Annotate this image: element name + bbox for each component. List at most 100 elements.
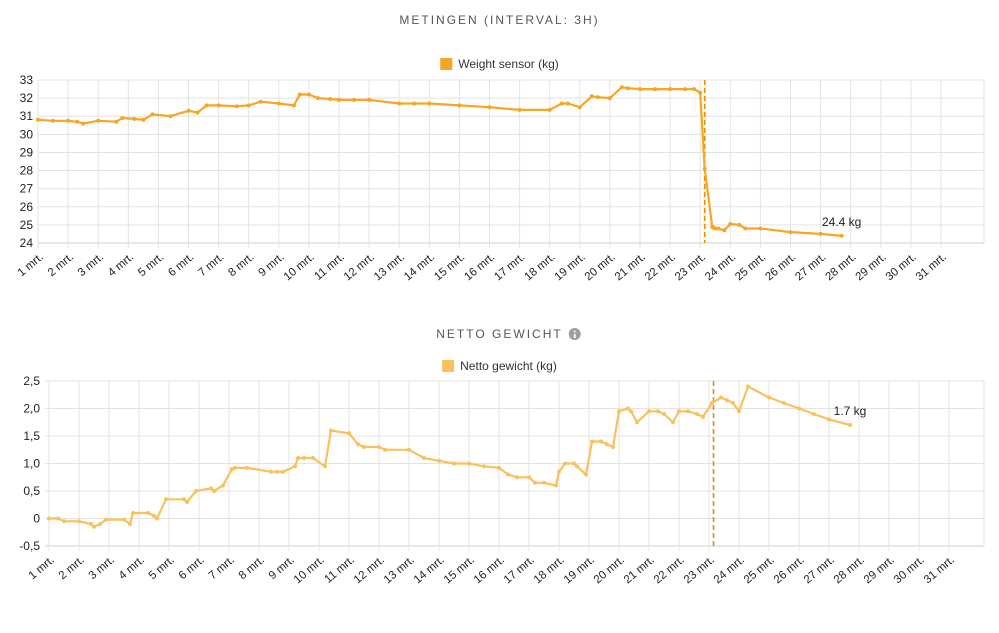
chart-2-data-point[interactable] (56, 516, 60, 521)
chart-2-data-point[interactable] (584, 472, 588, 477)
chart-2-data-point[interactable] (635, 420, 639, 425)
chart-1-data-point[interactable] (168, 114, 173, 119)
chart-1-data-point[interactable] (743, 226, 748, 231)
chart-1-data-point[interactable] (818, 231, 823, 236)
chart-1-data-point[interactable] (328, 97, 332, 101)
chart-1-data-point[interactable] (713, 226, 718, 231)
chart-2-data-point[interactable] (152, 513, 156, 518)
chart-2-data-point[interactable] (122, 517, 126, 522)
chart-2-data-point[interactable] (812, 412, 816, 416)
chart-2-data-point[interactable] (62, 519, 66, 524)
chart-2-data-point[interactable] (527, 475, 531, 480)
chart-1-data-point[interactable] (559, 101, 564, 106)
chart-2-data-point[interactable] (164, 497, 168, 502)
chart-2-data-point[interactable] (563, 461, 567, 466)
chart-1-data-point[interactable] (758, 226, 763, 231)
chart-2-data-point[interactable] (323, 464, 327, 469)
chart-1-data-point[interactable] (565, 101, 570, 106)
chart-2-data-point[interactable] (542, 480, 546, 485)
chart-1-data-point[interactable] (51, 118, 55, 123)
chart-1-data-point[interactable] (589, 94, 594, 99)
chart-2-data-point[interactable] (233, 465, 237, 470)
chart-2-data-point[interactable] (407, 447, 411, 452)
chart-1-data-point[interactable] (839, 233, 844, 238)
chart-1-data-point[interactable] (412, 101, 417, 106)
chart-2-data-point[interactable] (767, 395, 771, 400)
chart-1-data-point[interactable] (120, 116, 125, 120)
chart-2-data-point[interactable] (599, 439, 603, 444)
chart-2-data-point[interactable] (128, 522, 132, 526)
chart-1-data-point[interactable] (607, 96, 612, 101)
chart-2-data-point[interactable] (209, 486, 213, 491)
chart-1-legend[interactable]: Weight sensor (kg) (440, 57, 559, 71)
chart-1-data-point[interactable] (204, 103, 209, 108)
chart-2-data-point[interactable] (590, 439, 594, 444)
chart-2-data-point[interactable] (605, 442, 609, 447)
chart-2-data-point[interactable] (422, 456, 426, 460)
chart-2-legend[interactable]: Netto gewicht (kg) (442, 359, 557, 373)
chart-1-data-point[interactable] (297, 92, 302, 97)
chart-2-data-point[interactable] (629, 409, 633, 414)
chart-2-data-point[interactable] (827, 417, 831, 422)
chart-1-data-point[interactable] (216, 103, 221, 108)
chart-2-data-point[interactable] (662, 412, 666, 416)
chart-1-data-point[interactable] (577, 105, 582, 110)
chart-2-data-point[interactable] (725, 398, 729, 403)
chart-1-data-point[interactable] (517, 107, 522, 112)
chart-1-data-point[interactable] (367, 97, 372, 102)
chart-2-data-point[interactable] (302, 456, 306, 460)
chart-1-data-point[interactable] (66, 118, 71, 123)
chart-2-data-point[interactable] (626, 406, 630, 411)
chart-2-data-point[interactable] (482, 464, 486, 469)
chart-1-data-point[interactable] (487, 105, 492, 110)
chart-1-data-point[interactable] (291, 103, 296, 108)
chart-1-data-point[interactable] (186, 108, 191, 113)
chart-1-data-point[interactable] (96, 118, 101, 123)
chart-2-data-point[interactable] (245, 465, 249, 470)
chart-1-data-point[interactable] (728, 222, 733, 226)
chart-2-data-point[interactable] (467, 461, 471, 466)
chart-2-data-point[interactable] (497, 465, 501, 470)
chart-1-data-point[interactable] (638, 87, 642, 92)
chart-2-data-point[interactable] (671, 420, 675, 425)
chart-2-data-point[interactable] (155, 516, 159, 521)
chart-1-data-point[interactable] (81, 121, 86, 126)
chart-2-data-point[interactable] (782, 401, 786, 405)
chart-2-data-point[interactable] (221, 483, 225, 488)
chart-1-data-point[interactable] (737, 222, 742, 227)
chart-1-data-point[interactable] (258, 99, 263, 104)
chart-1-data-point[interactable] (352, 97, 357, 102)
chart-1-data-point[interactable] (337, 97, 341, 102)
chart-2-data-point[interactable] (701, 414, 705, 419)
chart-1-data-point[interactable] (75, 119, 80, 124)
chart-2-data-point[interactable] (452, 461, 456, 466)
chart-2-data-point[interactable] (686, 409, 690, 414)
chart-1-data-point[interactable] (653, 87, 658, 92)
chart-2-data-point[interactable] (362, 445, 366, 449)
chart-2-data-point[interactable] (647, 409, 651, 414)
chart-2-data-point[interactable] (557, 469, 561, 474)
chart-1-data-point[interactable] (626, 86, 630, 91)
chart-1-data-point[interactable] (698, 90, 703, 95)
chart-2-data-point[interactable] (611, 445, 615, 449)
chart-2-data-point[interactable] (572, 461, 576, 466)
chart-2-data-point[interactable] (515, 475, 519, 480)
chart-1-data-point[interactable] (306, 92, 311, 97)
chart-2-data-point[interactable] (719, 395, 723, 400)
chart-1-data-point[interactable] (595, 95, 600, 100)
chart-2-data-point[interactable] (554, 483, 558, 488)
chart-2-data-point[interactable] (146, 511, 150, 515)
chart-2-data-point[interactable] (185, 500, 189, 504)
chart-2-data-point[interactable] (383, 447, 387, 452)
chart-1-data-point[interactable] (195, 110, 200, 115)
chart-1-data-point[interactable] (397, 101, 402, 106)
chart-1-data-point[interactable] (457, 103, 462, 108)
chart-2-data-point[interactable] (89, 522, 93, 526)
chart-1-data-point[interactable] (716, 226, 721, 231)
chart-2-data-point[interactable] (731, 401, 735, 405)
chart-2-data-point[interactable] (575, 464, 579, 469)
chart-2-data-point[interactable] (92, 524, 96, 529)
chart-2-data-point[interactable] (329, 428, 333, 433)
chart-2-data-point[interactable] (182, 497, 186, 502)
chart-2-data-point[interactable] (797, 406, 801, 411)
